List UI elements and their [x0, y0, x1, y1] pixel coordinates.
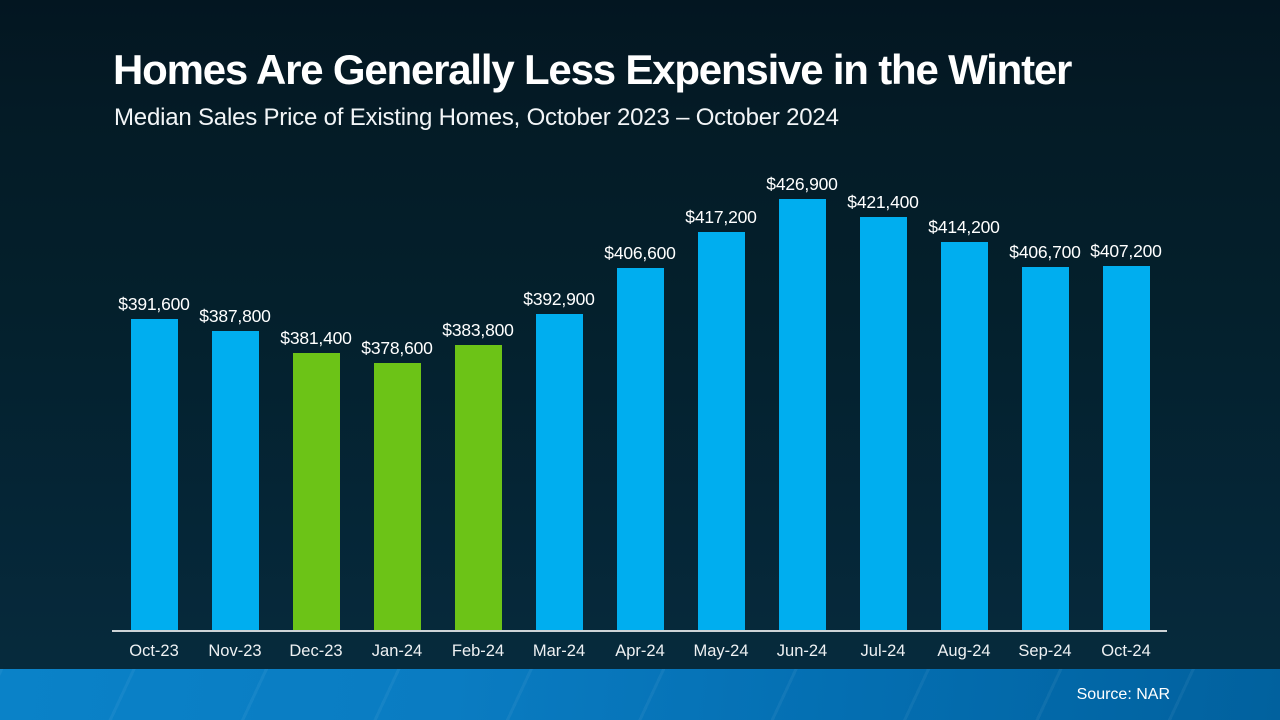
bar-nov-23: [211, 331, 259, 630]
x-axis-line: [112, 630, 1167, 632]
bar-value-label-sep-24: $406,700: [1009, 242, 1081, 263]
bar-jul-24: [859, 217, 907, 630]
bar-value-label-nov-23: $387,800: [199, 306, 271, 327]
x-tick-label-jan-24: Jan-24: [371, 642, 423, 660]
x-tick-label-jun-24: Jun-24: [776, 642, 828, 660]
bar-mar-24: [535, 314, 583, 630]
chart-subtitle: Median Sales Price of Existing Homes, Oc…: [114, 104, 839, 131]
bar-sep-24: [1021, 267, 1069, 630]
x-tick-label-aug-24: Aug-24: [937, 642, 991, 660]
x-tick-label-oct-24: Oct-24: [1101, 642, 1151, 660]
footer-bar: Source: NAR: [0, 669, 1280, 720]
x-tick-label-jul-24: Jul-24: [860, 642, 906, 660]
source-label: Source: NAR: [1076, 686, 1170, 703]
bar-value-label-oct-24: $407,200: [1090, 240, 1162, 261]
x-tick-label-apr-24: Apr-24: [615, 642, 665, 660]
bar-oct-23: [130, 318, 178, 630]
x-tick-label-sep-24: Sep-24: [1018, 642, 1072, 660]
bar-may-24: [697, 231, 745, 630]
x-tick-label-nov-23: Nov-23: [208, 642, 262, 660]
bar-value-label-dec-23: $381,400: [280, 328, 352, 349]
bar-value-label-jun-24: $426,900: [766, 173, 838, 194]
bar-value-label-oct-23: $391,600: [118, 293, 190, 314]
bar-jun-24: [778, 198, 826, 630]
bar-value-label-apr-24: $406,600: [604, 242, 676, 263]
bar-dec-23: [292, 353, 340, 630]
x-tick-label-dec-23: Dec-23: [289, 642, 343, 660]
bar-value-label-jan-24: $378,600: [361, 337, 433, 358]
chart-title: Homes Are Generally Less Expensive in th…: [113, 46, 1072, 93]
bar-oct-24: [1102, 265, 1150, 630]
bar-feb-24: [454, 345, 502, 630]
x-tick-label-may-24: May-24: [693, 642, 749, 660]
x-tick-label-oct-23: Oct-23: [129, 642, 179, 660]
bar-jan-24: [373, 362, 421, 630]
x-tick-label-feb-24: Feb-24: [451, 642, 505, 660]
bar-apr-24: [616, 267, 664, 630]
bar-value-label-mar-24: $392,900: [523, 289, 595, 310]
bar-value-label-may-24: $417,200: [685, 206, 757, 227]
bar-aug-24: [940, 241, 988, 630]
bar-value-label-aug-24: $414,200: [928, 216, 1000, 237]
x-tick-label-mar-24: Mar-24: [532, 642, 586, 660]
bar-value-label-feb-24: $383,800: [442, 320, 514, 341]
bar-value-label-jul-24: $421,400: [847, 192, 919, 213]
